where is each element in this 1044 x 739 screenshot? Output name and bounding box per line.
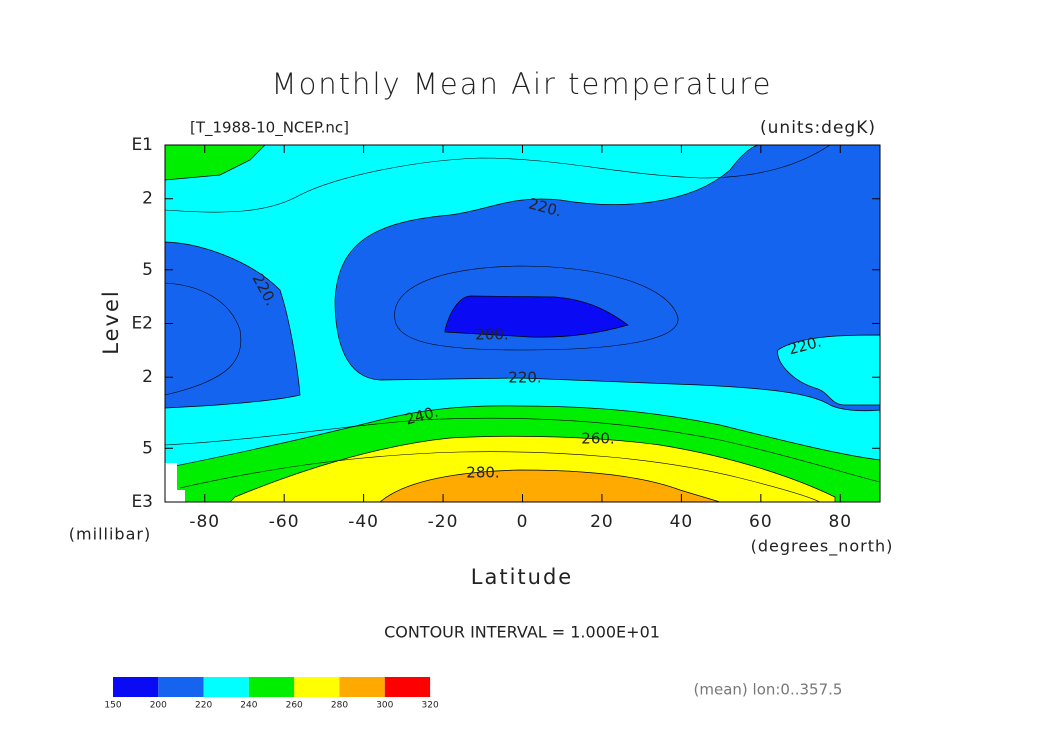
subtitle: [T_1988-10_NCEP.nc]: [190, 119, 349, 138]
contour-line: [179, 451, 821, 503]
y-tick-label: 5: [142, 438, 153, 458]
units-label: (units:degK): [760, 118, 876, 138]
x-tick-label: -20: [428, 512, 459, 532]
colorbar-label: 300: [376, 701, 393, 711]
contour-line: [164, 417, 881, 483]
plot-area: 220. 220. 200. 220. 220. 240. 260. 280.: [164, 144, 881, 503]
colorbar-label: 200: [150, 701, 167, 711]
x-tick-label: 80: [828, 512, 852, 532]
contour-line: [394, 265, 679, 351]
contour-label: 200.: [475, 326, 508, 344]
colorbar-box: [248, 677, 295, 697]
colorbar-box: [203, 677, 249, 697]
y-units: (millibar): [69, 525, 151, 544]
x-tick-label: -80: [189, 512, 220, 532]
chart-title: Monthly Mean Air temperature: [272, 67, 773, 101]
x-tick-label: 40: [670, 512, 694, 532]
contour-label: 220.: [508, 369, 541, 387]
contour-label: 280.: [466, 464, 499, 482]
colorbar-label: 320: [422, 701, 439, 711]
contour-fill: [229, 435, 836, 503]
contour-line: [164, 144, 831, 213]
y-tick-label: E1: [131, 135, 153, 155]
contour-interval: CONTOUR INTERVAL = 1.000E+01: [384, 623, 660, 642]
x-axis-label: Latitude: [471, 565, 573, 589]
x-tick-label: 20: [590, 512, 614, 532]
missing-data: [165, 463, 185, 502]
colorbar-label: 280: [331, 701, 348, 711]
contour-label: 260.: [581, 430, 614, 448]
colorbar-box: [339, 677, 385, 697]
contour-fill: [777, 334, 881, 406]
x-tick-label: 60: [749, 512, 773, 532]
x-units: (degrees_north): [751, 537, 894, 557]
footer-note: (mean) lon:0..357.5: [694, 681, 843, 699]
y-axis-label: Level: [99, 289, 123, 354]
contour-fill: [334, 144, 881, 412]
colorbar-box: [113, 677, 159, 697]
colorbar-label: 260: [286, 701, 303, 711]
y-tick-label: 2: [142, 367, 153, 387]
colorbar-box: [158, 677, 204, 697]
contour-line: [164, 282, 242, 396]
colorbar-label: 220: [195, 701, 212, 711]
colorbar-label: 150: [104, 701, 121, 711]
contour-fill: [164, 241, 301, 409]
colorbar-label: 240: [240, 701, 257, 711]
y-tick-label: E3: [131, 492, 153, 512]
x-tick-label: -40: [348, 512, 379, 532]
contour-fill: [379, 469, 721, 503]
colorbar-box: [384, 677, 431, 697]
contour-fill: [444, 295, 629, 338]
x-tick-label: 0: [517, 512, 529, 532]
y-tick-label: E2: [131, 314, 153, 334]
y-tick-label: 2: [142, 189, 153, 209]
colorbar-box: [294, 677, 340, 697]
x-tick-label: -60: [269, 512, 300, 532]
y-tick-label: 5: [142, 260, 153, 280]
